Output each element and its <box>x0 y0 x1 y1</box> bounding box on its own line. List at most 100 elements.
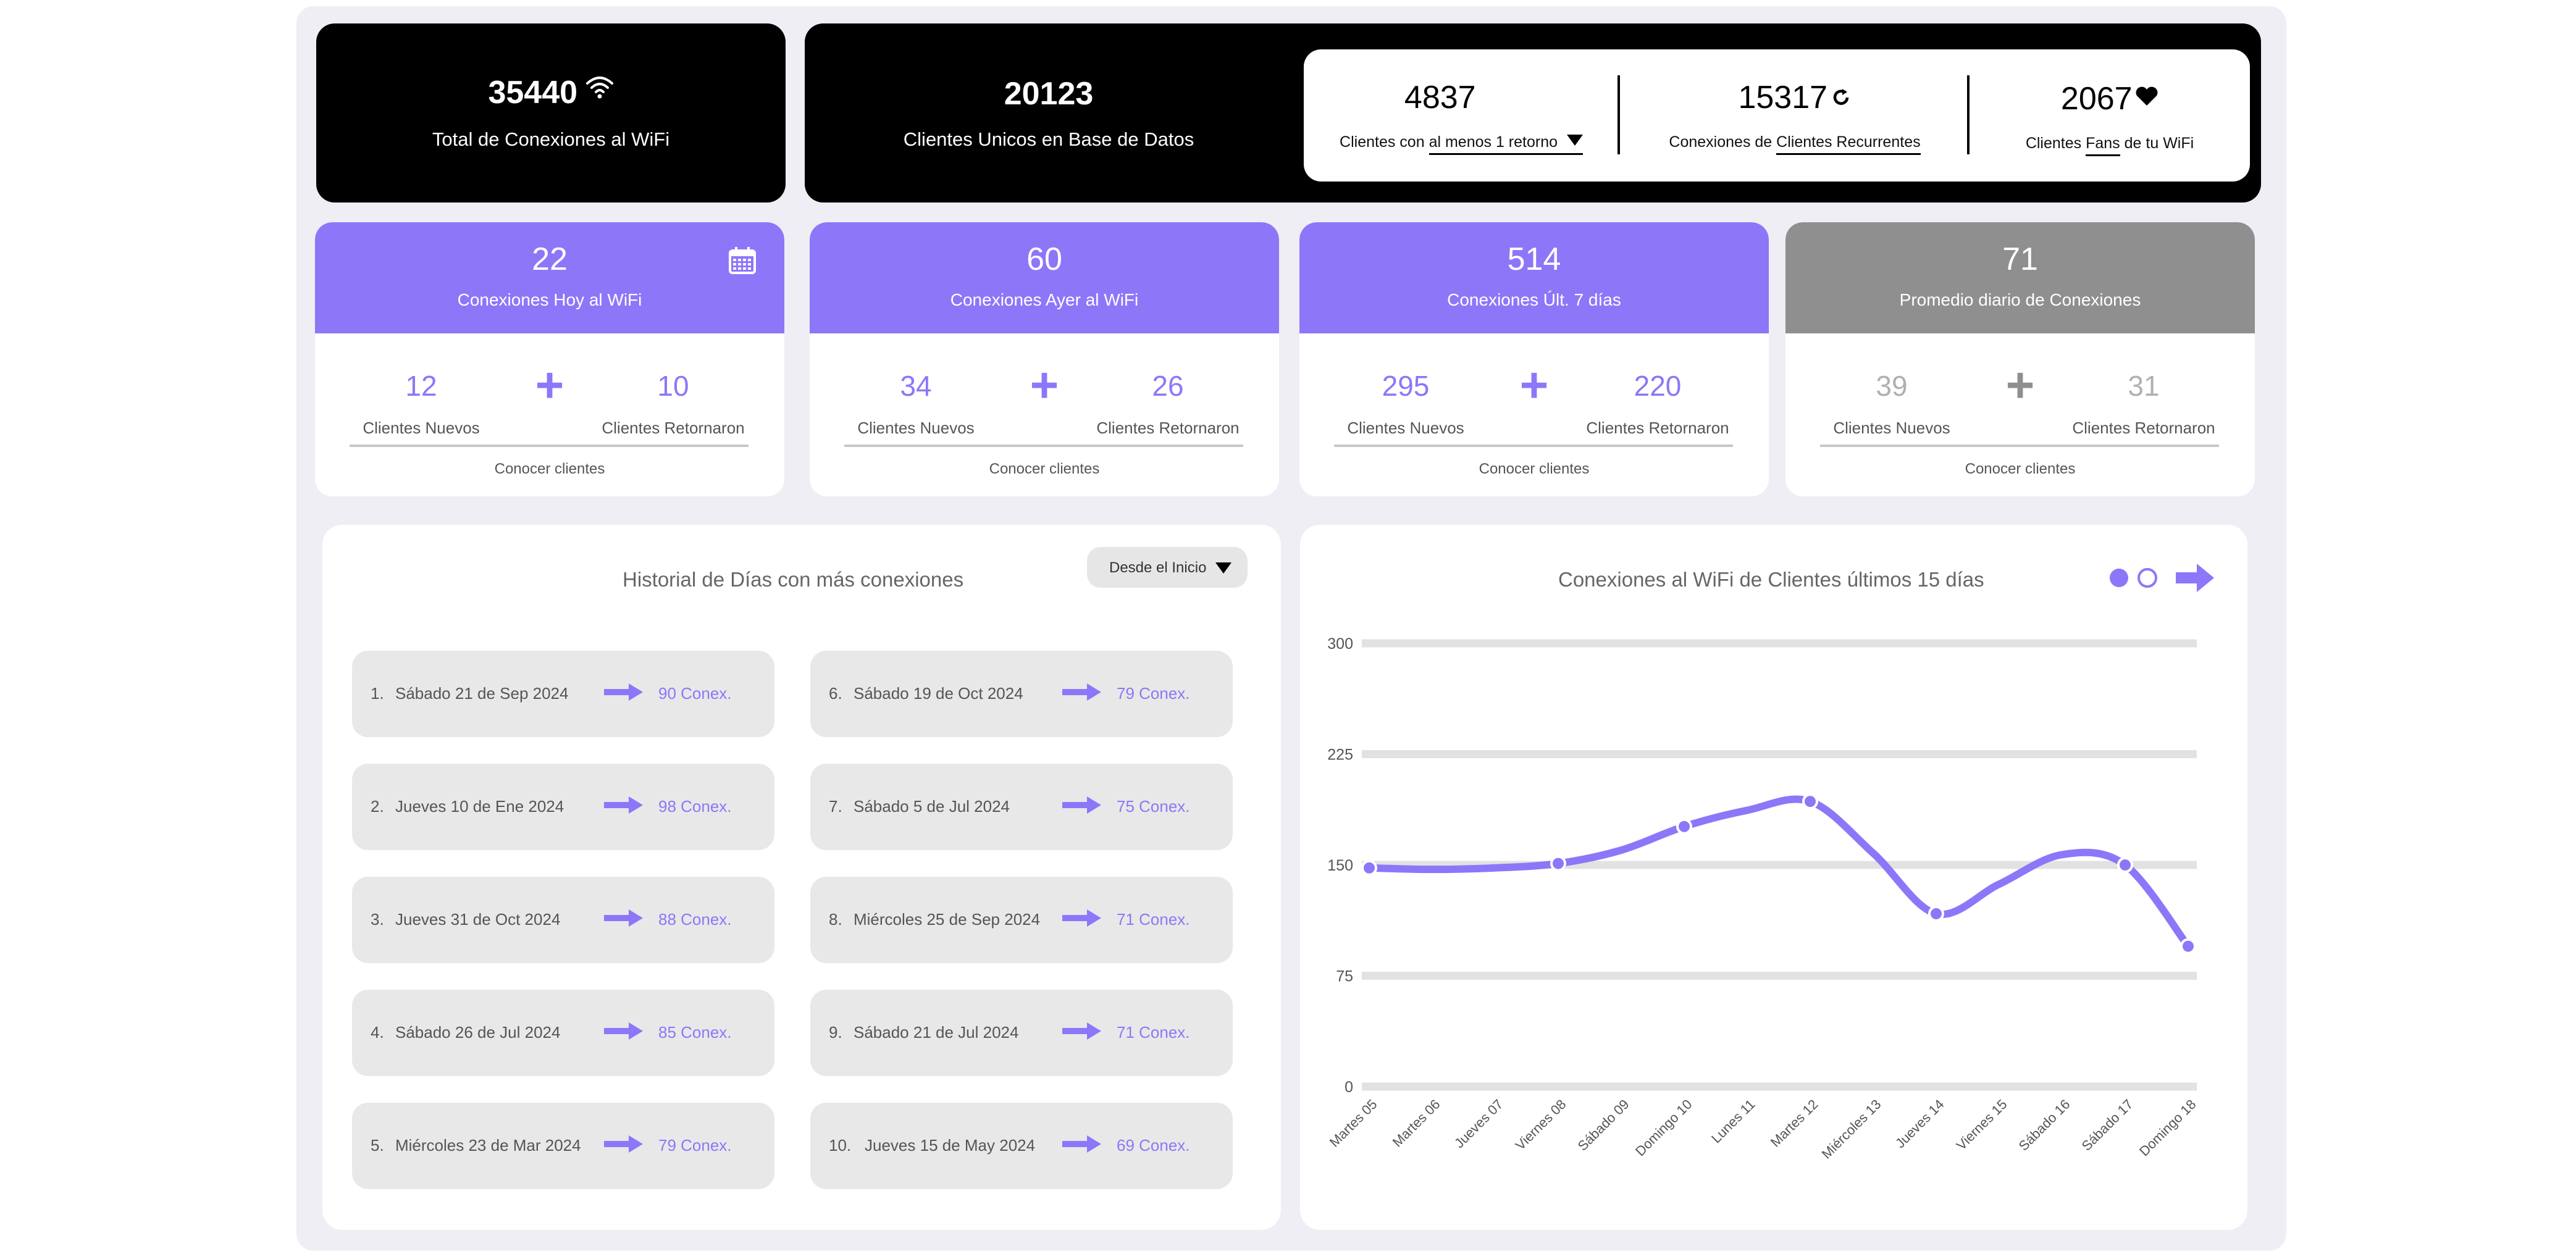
data-point[interactable] <box>1802 793 1818 810</box>
history-item: 3. Jueves 31 de Oct 2024 88 Conex. <box>352 877 774 963</box>
history-date: Jueves 15 de May 2024 <box>865 1136 1036 1155</box>
y-tick-label: 75 <box>1336 968 1353 985</box>
returned-clients-value: 220 <box>1634 370 1682 402</box>
know-clients-link[interactable]: Conocer clientes <box>494 461 605 477</box>
total-connections-card: 35440 Total de Conexiones al WiFi <box>316 23 786 203</box>
unique-clients-value: 20123 <box>1004 76 1094 112</box>
x-tick-label: Miércoles 13 <box>1819 1096 1884 1162</box>
new-clients-label: Clientes Nuevos <box>1347 419 1464 437</box>
heart-icon <box>2136 86 2158 106</box>
x-tick-label: Sábado 16 <box>2016 1096 2073 1154</box>
history-rank: 3. <box>371 910 384 929</box>
returning-value: 4837 <box>1404 80 1476 115</box>
returned-clients-value: 26 <box>1152 370 1184 402</box>
returned-clients-label: Clientes Retornaron <box>1096 419 1240 437</box>
plus-icon: + <box>535 357 564 412</box>
divider <box>1617 75 1620 154</box>
new-clients-label: Clientes Nuevos <box>1833 419 1950 437</box>
history-rank: 8. <box>829 910 842 929</box>
arrow-right-icon <box>1062 796 1101 814</box>
divider <box>844 445 1243 447</box>
history-date: Sábado 19 de Oct 2024 <box>854 684 1023 703</box>
history-rank: 1. <box>371 684 384 703</box>
divider <box>1967 75 1970 154</box>
x-tick-label: Martes 05 <box>1327 1096 1380 1150</box>
history-date: Jueves 10 de Ene 2024 <box>395 797 564 816</box>
data-point[interactable] <box>1676 818 1692 835</box>
history-rank: 7. <box>829 797 842 816</box>
history-date: Miércoles 25 de Sep 2024 <box>854 910 1041 929</box>
y-tick-label: 300 <box>1327 635 1353 653</box>
fans-link[interactable]: Fans <box>2086 135 2120 156</box>
data-point[interactable] <box>2180 938 2196 954</box>
returned-clients-value: 31 <box>2128 370 2160 402</box>
history-connections: 79 Conex. <box>1117 684 1190 703</box>
history-rank: 4. <box>371 1023 384 1042</box>
new-clients-label: Clientes Nuevos <box>857 419 975 437</box>
new-clients-value: 295 <box>1382 370 1430 402</box>
x-tick-label: Viernes 15 <box>1953 1096 2010 1153</box>
unique-clients-card: 20123 Clientes Unicos en Base de Datos 4… <box>805 23 2261 203</box>
history-connections: 71 Conex. <box>1117 910 1190 929</box>
arrow-right-icon <box>1062 1022 1101 1040</box>
divider <box>1820 445 2219 447</box>
metric-label: Conexiones Ayer al WiFi <box>950 290 1139 309</box>
carousel-dot-inactive[interactable] <box>2136 567 2159 589</box>
client-stats-box: 4837 (24%) Clientes con al menos 1 retor… <box>1304 49 2250 182</box>
history-connections: 71 Conex. <box>1117 1023 1190 1042</box>
fans-value: 2067 <box>2060 81 2133 117</box>
returning-filter-dropdown[interactable]: al menos 1 retorno <box>1429 133 1583 155</box>
new-clients-value: 12 <box>405 370 437 402</box>
metric-value: 60 <box>1026 241 1062 277</box>
know-clients-link[interactable]: Conocer clientes <box>1965 461 2076 477</box>
data-point[interactable] <box>1928 905 1944 922</box>
history-rank: 10. <box>829 1136 852 1155</box>
chevron-down-icon <box>1215 562 1231 574</box>
data-point[interactable] <box>1361 859 1377 876</box>
metric-card: 514 Conexiones Últ. 7 días 295 + 220 Cli… <box>1299 222 1769 496</box>
history-rank: 6. <box>829 684 842 703</box>
new-clients-label: Clientes Nuevos <box>363 419 480 437</box>
carousel-dot-active[interactable] <box>2108 567 2130 589</box>
arrow-right-icon <box>1062 683 1101 701</box>
history-item: 6. Sábado 19 de Oct 2024 79 Conex. <box>810 651 1233 737</box>
x-tick-label: Jueves 07 <box>1451 1096 1506 1151</box>
next-arrow-icon[interactable] <box>2175 562 2215 594</box>
x-tick-label: Lunes 11 <box>1708 1096 1758 1146</box>
metric-card: 71 Promedio diario de Conexiones 39 + 31… <box>1785 222 2255 496</box>
returned-clients-label: Clientes Retornaron <box>1586 419 1729 437</box>
history-date: Sábado 26 de Jul 2024 <box>395 1023 561 1042</box>
know-clients-link[interactable]: Conocer clientes <box>989 461 1100 477</box>
calendar-icon[interactable] <box>728 246 757 275</box>
history-date: Miércoles 23 de Mar 2024 <box>395 1136 581 1155</box>
returned-clients-value: 10 <box>657 370 689 402</box>
chart-title: Conexiones al WiFi de Clientes últimos 1… <box>1558 568 1984 591</box>
refresh-icon <box>1833 89 1848 105</box>
know-clients-link[interactable]: Conocer clientes <box>1479 461 1590 477</box>
x-tick-label: Viernes 08 <box>1512 1096 1569 1153</box>
history-rank: 9. <box>829 1023 842 1042</box>
history-connections: 85 Conex. <box>658 1023 732 1042</box>
history-date: Jueves 31 de Oct 2024 <box>395 910 561 929</box>
history-item: 10. Jueves 15 de May 2024 69 Conex. <box>810 1103 1233 1189</box>
history-connections: 79 Conex. <box>658 1136 732 1155</box>
metric-card-header: 514 Conexiones Últ. 7 días <box>1299 222 1769 333</box>
history-connections: 90 Conex. <box>658 684 732 703</box>
data-point[interactable] <box>1550 855 1566 872</box>
recurrent-clients-link[interactable]: Clientes Recurrentes <box>1776 133 1921 155</box>
arrow-right-icon <box>604 1022 643 1040</box>
history-item: 9. Sábado 21 de Jul 2024 71 Conex. <box>810 990 1233 1076</box>
history-filter-dropdown[interactable]: Desde el Inicio <box>1087 547 1248 588</box>
total-connections-label: Total de Conexiones al WiFi <box>432 128 670 150</box>
history-connections: 88 Conex. <box>658 910 732 929</box>
data-point[interactable] <box>2117 857 2133 873</box>
metric-card-header: 60 Conexiones Ayer al WiFi <box>810 222 1279 333</box>
metric-label: Promedio diario de Conexiones <box>1899 290 2141 309</box>
plus-icon: + <box>2005 357 2035 412</box>
plus-icon: + <box>1030 357 1059 412</box>
history-item: 5. Miércoles 23 de Mar 2024 79 Conex. <box>352 1103 774 1189</box>
arrow-right-icon <box>604 683 643 701</box>
history-date: Sábado 21 de Jul 2024 <box>854 1023 1019 1042</box>
history-date: Sábado 5 de Jul 2024 <box>854 797 1010 816</box>
